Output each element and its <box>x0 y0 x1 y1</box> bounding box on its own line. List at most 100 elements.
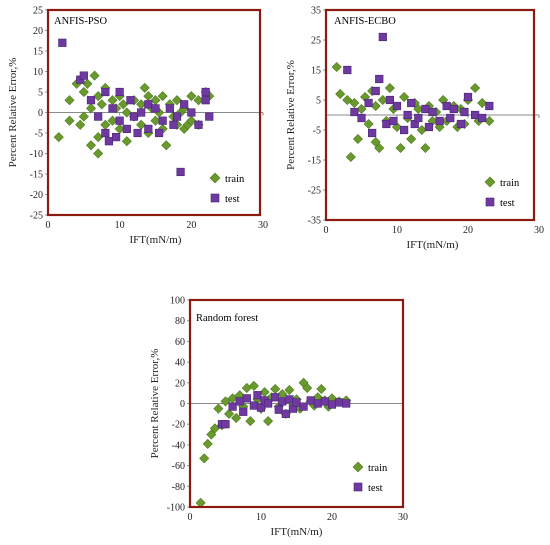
test-point <box>144 124 153 133</box>
train-point <box>89 70 100 81</box>
train-point <box>118 99 129 110</box>
y-tick-label: -100 <box>167 503 185 514</box>
y-tick-label: 5 <box>316 96 321 107</box>
y-tick-label: -35 <box>308 216 321 227</box>
test-point <box>115 116 124 125</box>
y-tick-label: 10 <box>33 67 43 78</box>
x-tick-label: 30 <box>398 512 408 523</box>
train-point <box>64 95 75 106</box>
train-point <box>231 412 242 424</box>
test-point <box>342 399 351 408</box>
test-point <box>228 402 237 411</box>
x-axis-label: IFT(mN/m) <box>407 239 459 251</box>
y-tick-label: -5 <box>35 129 43 140</box>
test-point <box>79 71 88 80</box>
test-point <box>86 96 96 105</box>
train-point <box>171 95 183 106</box>
train-point <box>96 99 107 110</box>
test-point <box>403 110 412 120</box>
train-point <box>150 115 161 126</box>
y-tick-label: -40 <box>172 440 185 451</box>
train-point <box>186 115 197 126</box>
test-point <box>334 398 344 407</box>
y-tick-label: 20 <box>175 378 185 389</box>
test-point <box>253 391 262 400</box>
y-axis-label: Percent Relative Error,% <box>149 349 161 459</box>
legend-train-marker <box>209 172 221 184</box>
test-point <box>407 98 416 108</box>
train-point <box>85 103 97 114</box>
chart-title: ANFIS-ECBO <box>334 16 396 27</box>
test-point <box>378 32 387 42</box>
y-tick-label: 25 <box>311 36 321 47</box>
x-tick-label: 20 <box>327 512 337 523</box>
x-tick-label: 10 <box>256 512 266 523</box>
test-point <box>382 119 391 129</box>
train-point <box>85 140 97 151</box>
test-point <box>389 116 398 126</box>
test-point <box>460 107 469 117</box>
y-tick-label: -5 <box>313 126 321 137</box>
y-tick-label: 80 <box>175 316 185 327</box>
test-point <box>101 128 110 138</box>
test-point <box>399 125 409 135</box>
test-point <box>205 112 214 121</box>
test-point <box>194 120 203 129</box>
chart-anfis-ecbo: -35 -25 -15 -5 5 15 25 35 0 10 20 30 ANFIS-ECBO train… <box>285 6 544 252</box>
test-point <box>278 397 287 406</box>
plot-frame <box>324 8 536 222</box>
train-point <box>316 383 327 395</box>
train-point <box>139 82 150 93</box>
chart-title: Random forest <box>196 313 258 324</box>
train-point <box>395 142 406 154</box>
train-point <box>270 383 281 395</box>
test-point <box>126 96 135 105</box>
test-point <box>256 403 266 412</box>
test-point <box>485 101 494 111</box>
test-point <box>115 87 124 97</box>
train-point <box>331 61 342 73</box>
legend-train-label: train <box>225 174 245 185</box>
train-point <box>302 382 313 393</box>
x-axis-label: IFT(mN/m) <box>130 234 182 246</box>
train-point <box>107 115 118 126</box>
test-point <box>201 96 210 105</box>
test-point <box>343 65 352 75</box>
y-tick-label: -10 <box>30 149 43 160</box>
train-point <box>374 142 385 154</box>
plot-frame <box>46 8 262 217</box>
y-axis-label: Percent Relative Error,% <box>7 58 19 168</box>
test-point <box>154 128 164 138</box>
train-point <box>470 82 481 94</box>
train-point <box>199 453 210 464</box>
y-tick-label: -20 <box>30 190 43 201</box>
y-tick-label: 25 <box>33 6 43 17</box>
test-point <box>428 107 437 117</box>
test-point <box>327 400 337 409</box>
test-point <box>129 112 139 121</box>
test-point <box>446 113 455 123</box>
y-tick-label: -25 <box>30 211 43 222</box>
test-point <box>392 101 402 111</box>
train-point <box>202 438 213 449</box>
chart-random-forest: -100 -80 -60 -40 -20 0 20 40 60 80 100 0 10 20 30 Rando… <box>149 296 408 539</box>
train-point <box>477 97 488 109</box>
train-point <box>363 118 374 130</box>
test-point <box>187 108 196 117</box>
test-point <box>271 393 280 402</box>
x-tick-label: 0 <box>324 225 329 236</box>
y-tick-label: 20 <box>33 26 43 37</box>
train-point <box>356 103 367 115</box>
x-tick-label: 20 <box>186 220 196 231</box>
test-point <box>421 104 430 114</box>
test-point <box>478 113 487 123</box>
test-point <box>104 137 114 146</box>
y-tick-label: -20 <box>172 420 185 431</box>
x-tick-label: 20 <box>463 225 473 236</box>
test-point <box>375 74 384 84</box>
y-tick-label: 35 <box>311 6 321 17</box>
plot-frame <box>188 298 405 509</box>
y-tick-label: -60 <box>172 461 185 472</box>
train-point <box>121 136 132 147</box>
test-point <box>165 104 174 113</box>
